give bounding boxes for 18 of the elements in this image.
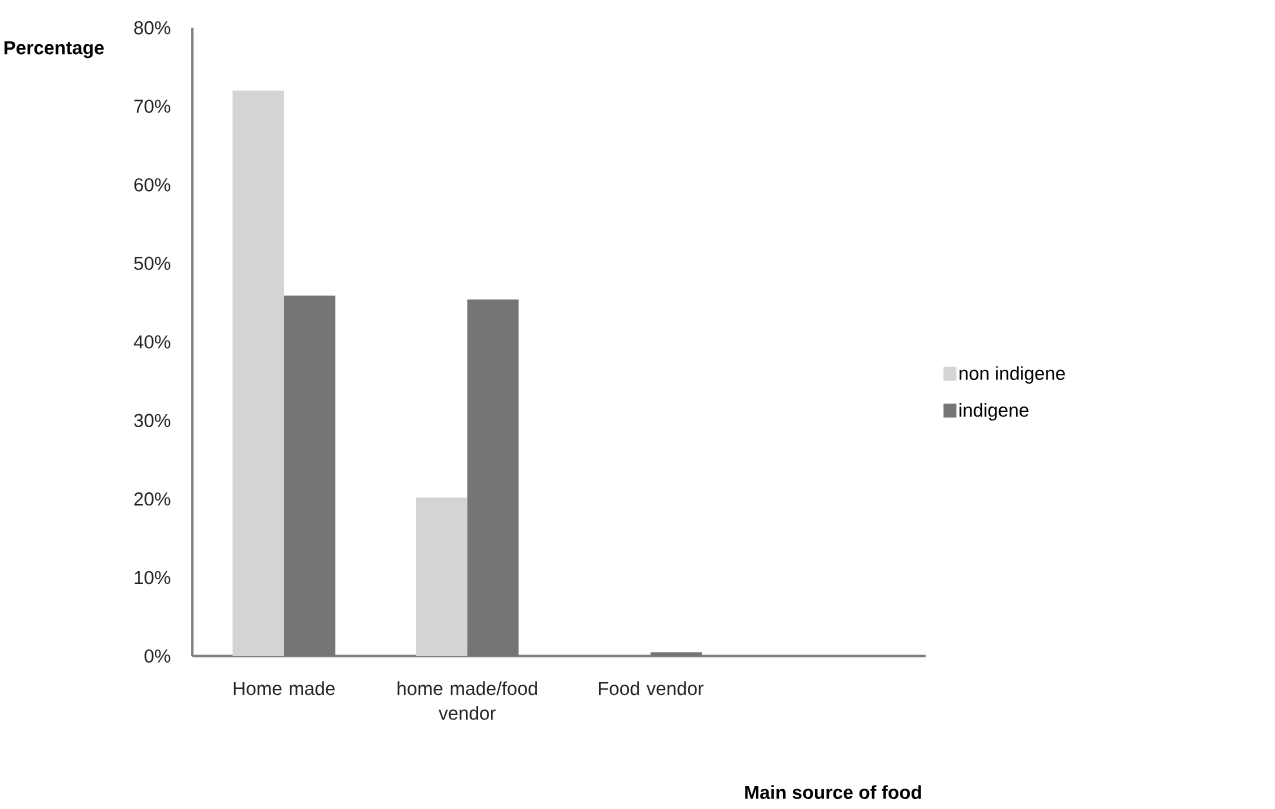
y-tick-label: 70% [134,99,171,114]
legend-label: indigene [959,403,1029,421]
bar [415,497,468,657]
y-tick-label: 40% [133,335,171,349]
y-tick-label: 20% [134,492,171,506]
y-tick-label: 30% [134,413,171,428]
x-tick-label: home made/food vendor [397,681,537,720]
x-tick-label: Home made [233,681,335,696]
y-tick-label: 60% [134,178,171,192]
y-tick-label: 0% [144,649,171,663]
y-tick-label: 10% [134,571,171,585]
x-tick-label: Food vendor [598,681,704,696]
y-tick-label: 50% [134,256,171,271]
legend-label: non indigene [959,366,1065,384]
x-axis-title: Main source of food [745,785,921,800]
y-axis-title: Percentage [4,41,104,59]
bar [232,90,284,657]
y-tick-label: 80% [134,21,171,35]
